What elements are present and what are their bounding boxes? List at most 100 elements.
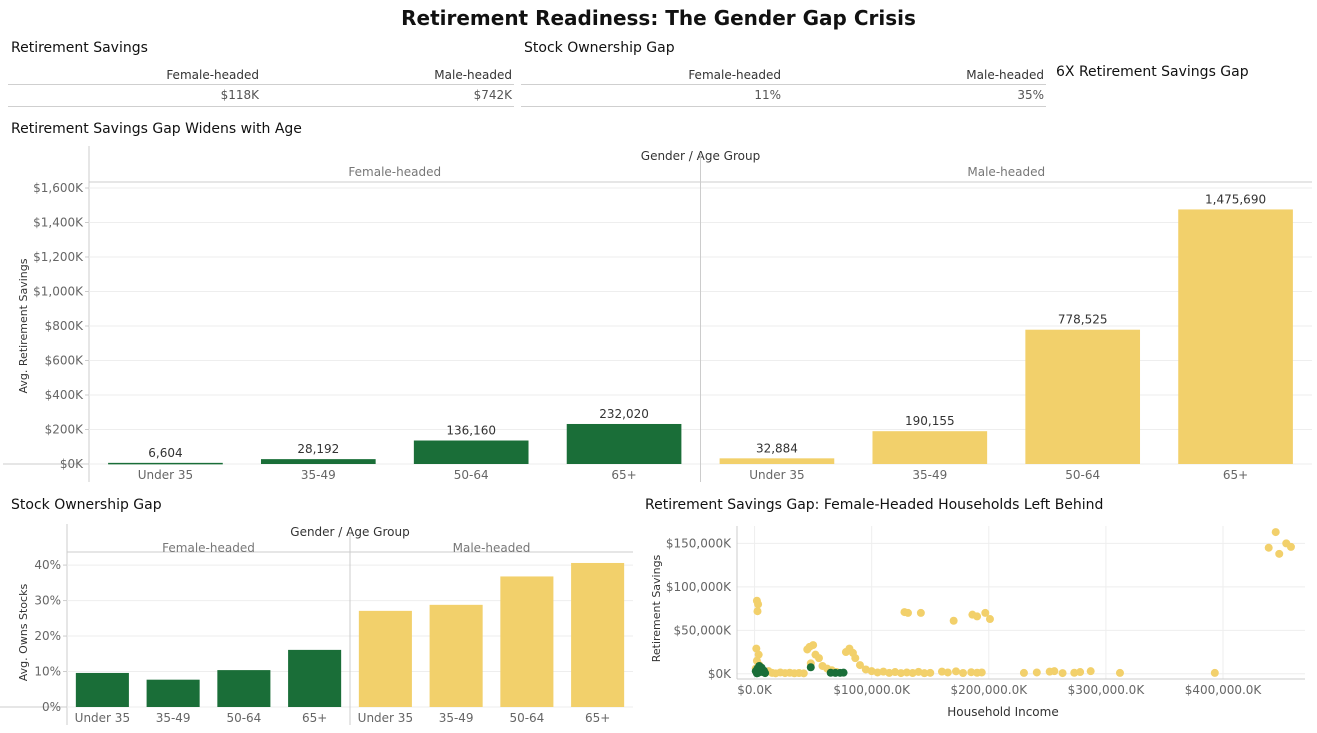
bar [500, 576, 554, 707]
x-tick-label: Under 35 [138, 468, 193, 482]
income-vs-savings-chart: $0K $50,000K $100,000K $150,000K $0.0K $100,0… [650, 526, 1305, 719]
scatter-point [920, 669, 929, 678]
y-tick-label: $150,000K [666, 536, 732, 550]
scatter-point [1115, 668, 1124, 677]
y-axis-label: Avg. Owns Stocks [17, 584, 30, 682]
scatter-point [977, 668, 986, 677]
y-tick-label: $400K [45, 388, 85, 402]
kpi-savings-title: Retirement Savings [11, 40, 148, 56]
x-tick-label: 50-64 [226, 711, 261, 725]
page-title: Retirement Readiness: The Gender Gap Cri… [401, 6, 916, 30]
scatter-point [851, 654, 860, 663]
scatter-point [754, 600, 763, 609]
bar [571, 562, 625, 707]
kpi-savings-header-female: Female-headed [8, 66, 261, 85]
x-tick-label: 65+ [1223, 468, 1248, 482]
data-label: 6,604 [148, 446, 182, 460]
bar [108, 462, 223, 465]
x-tick-label: 65+ [585, 711, 610, 725]
kpi-savings-value-male: $742K [473, 88, 512, 103]
bar [429, 604, 483, 707]
scatter-point [1070, 668, 1079, 677]
scatter-point [1086, 667, 1095, 676]
scatter-point [967, 668, 976, 677]
y-tick-label: 20% [34, 629, 61, 643]
gap-callout: 6X Retirement Savings Gap [1056, 64, 1249, 80]
bar [872, 431, 988, 464]
kpi-stocks-table: Female-headed Male-headed 11% 35% [521, 66, 1046, 107]
y-tick-label: 30% [34, 594, 61, 608]
panel-label: Male-headed [453, 541, 531, 555]
bar [1025, 329, 1141, 464]
panel-label: Male-headed [967, 165, 1045, 179]
scatter-point [896, 669, 905, 678]
scatter-point [1032, 668, 1041, 677]
scatter-point [916, 608, 925, 617]
x-tick-label: $300,000.0K [1068, 683, 1146, 697]
kpi-savings-table: Female-headed Male-headed $118K $742K [8, 66, 514, 107]
data-label: 232,020 [599, 407, 649, 421]
data-label: 1,475,690 [1205, 192, 1266, 206]
kpi-stocks-value-male: 35% [1017, 88, 1044, 103]
x-tick-label: 35-49 [912, 468, 947, 482]
kpi-stocks-header-female: Female-headed [521, 66, 783, 85]
x-tick-label: Under 35 [749, 468, 804, 482]
kpi-stocks-value-female: 11% [754, 88, 781, 103]
scatter-point [1286, 542, 1295, 551]
scatter-point [799, 669, 808, 678]
x-tick-label: Under 35 [358, 711, 413, 725]
scatter-point [1058, 669, 1067, 678]
scatter-point [873, 668, 882, 677]
bar [566, 423, 682, 464]
scatter-point [806, 663, 815, 672]
scatter-point [1019, 668, 1028, 677]
y-tick-label: $200K [45, 423, 85, 437]
y-tick-label: $100,000K [666, 580, 732, 594]
y-tick-label: 40% [34, 558, 61, 572]
x-tick-label: 35-49 [301, 468, 336, 482]
bar [75, 672, 129, 707]
x-tick-label: 65+ [611, 468, 636, 482]
kpi-stocks-title: Stock Ownership Gap [524, 40, 675, 56]
x-tick-label: 35-49 [156, 711, 191, 725]
y-tick-label: 0% [42, 700, 61, 714]
scatter-point [1271, 528, 1280, 537]
x-tick-label: 65+ [302, 711, 327, 725]
panel-label: Female-headed [162, 541, 255, 555]
x-axis-label: Household Income [947, 705, 1058, 719]
bar [217, 670, 271, 707]
bar [413, 440, 529, 464]
scatter-point [1275, 549, 1284, 558]
scatter-point [752, 669, 761, 678]
y-tick-label: $1,600K [33, 181, 84, 195]
data-label: 32,884 [756, 441, 798, 455]
scatter-point [949, 616, 958, 625]
scatter-point [814, 654, 823, 663]
scatter-point [959, 669, 968, 678]
x-tick-label: Under 35 [75, 711, 130, 725]
scatter-point [753, 607, 762, 616]
scatter-point [855, 661, 864, 670]
y-tick-label: $0K [708, 667, 732, 681]
y-tick-label: $800K [45, 319, 85, 333]
scatter-point [754, 650, 763, 659]
scatter-point [803, 645, 812, 654]
scatter-point [985, 615, 994, 624]
savings-chart-title: Retirement Savings Gap Widens with Age [11, 121, 302, 137]
data-label: 28,192 [297, 442, 339, 456]
bar [1178, 209, 1293, 464]
stocks-chart-title: Stock Ownership Gap [11, 497, 162, 513]
x-tick-label: $400,000.0K [1185, 683, 1263, 697]
scatter-point [761, 669, 770, 678]
y-tick-label: $1,400K [33, 216, 84, 230]
kpi-stocks-header-male: Male-headed [783, 66, 1046, 85]
y-axis-label: Avg. Retirement Savings [17, 258, 30, 393]
bar [146, 679, 200, 707]
scatter-point [943, 668, 952, 677]
x-tick-label: 50-64 [454, 468, 489, 482]
data-label: 778,525 [1058, 313, 1108, 327]
scatter-point [937, 667, 946, 676]
y-tick-label: $600K [45, 354, 85, 368]
